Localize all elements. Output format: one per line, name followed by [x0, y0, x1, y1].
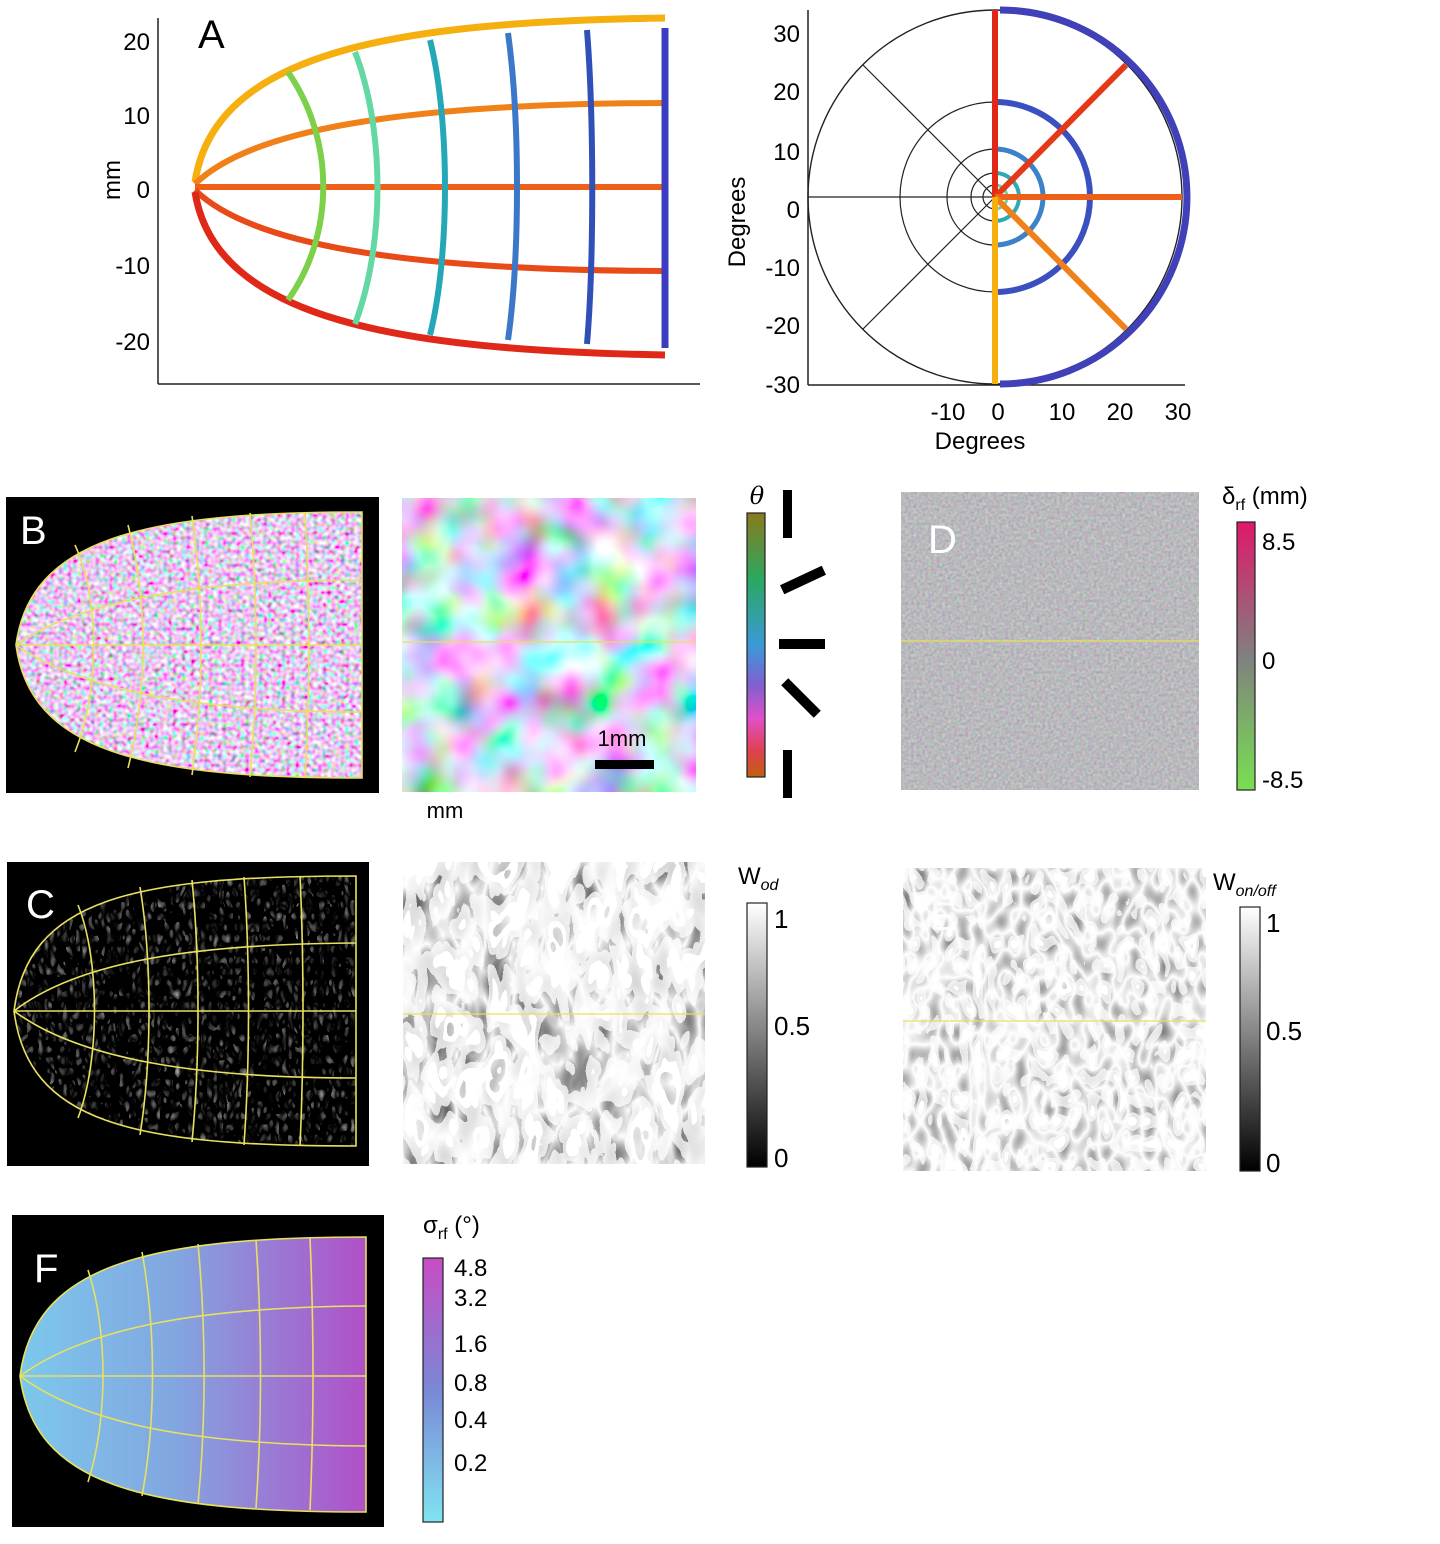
colorbar-tick-label: 1 — [1266, 908, 1280, 938]
orientation-bar-diagonal-icon — [781, 678, 821, 718]
colorbar — [746, 902, 768, 1168]
colorbar-tick-label: 0 — [1266, 1148, 1280, 1178]
meridian-line — [862, 64, 996, 198]
colorbar-tick-label: 3.2 — [454, 1285, 487, 1312]
colorbar-tick-label: -8.5 — [1262, 767, 1303, 794]
meridian-line — [862, 196, 996, 330]
colorbar-title: Wod — [738, 863, 780, 894]
x-tick-label: 30 — [1165, 399, 1192, 426]
colorbar-tick-label: 1 — [774, 904, 788, 934]
y-tick-label: 20 — [123, 29, 150, 56]
panel-letter-f: F — [34, 1247, 58, 1291]
axis-unit-label: mm — [427, 798, 464, 823]
scale-bar-label: 1mm — [598, 726, 647, 751]
orientation-bar-vertical-icon — [783, 490, 792, 538]
colorbar-tick-label: 4.8 — [454, 1255, 487, 1282]
panel-letter-e: E — [930, 895, 957, 939]
orientation-bar-horizontal-icon — [779, 639, 825, 649]
colorbar — [1239, 906, 1261, 1172]
iso-eccentricity-line — [427, 39, 448, 336]
colorbar-tick-label: 0.2 — [454, 1450, 487, 1477]
y-tick-label: -10 — [765, 255, 800, 282]
y-tick-label: 0 — [137, 177, 150, 204]
iso-angle-line — [191, 191, 666, 359]
colorbar-tick-label: 0 — [774, 1143, 788, 1173]
colorbar-tick-label: 0.5 — [1266, 1016, 1302, 1046]
x-tick-label: 20 — [1107, 399, 1134, 426]
orientation-map-zoom — [402, 498, 696, 792]
panel-b: B 1mm mm θ — [6, 482, 826, 823]
y-axis-label: mm — [99, 160, 126, 200]
x-tick-label: 10 — [1049, 399, 1076, 426]
x-tick-label: 0 — [991, 399, 1004, 426]
colorbar-tick-label: 8.5 — [1262, 529, 1295, 556]
y-tick-label: 20 — [773, 79, 800, 106]
iso-eccentricity-line — [584, 29, 596, 345]
y-tick-label: 10 — [123, 103, 150, 130]
y-tick-label: -20 — [765, 313, 800, 340]
retinotopic-grid — [19, 1236, 367, 1513]
retinotopic-grid — [13, 875, 357, 1147]
ocular-dominance-map-zoom — [403, 862, 705, 1164]
iso-eccentricity-line — [285, 70, 327, 302]
colorbar-title: δrf (mm) — [1222, 483, 1308, 514]
y-tick-label: -20 — [115, 329, 150, 356]
orientation-bar-vertical-icon — [783, 750, 792, 798]
colorbar-tick-label: 1.6 — [454, 1331, 487, 1358]
panel-letter-d: D — [928, 518, 957, 562]
y-tick-label: 0 — [787, 197, 800, 224]
orientation-bar-diagonal-icon — [780, 565, 826, 595]
colorbar — [422, 1257, 444, 1523]
x-axis-label: Degrees — [935, 428, 1026, 455]
colorbar-tick-label: 0.4 — [454, 1407, 487, 1434]
colorbar-tick-label: 0.8 — [454, 1370, 487, 1397]
panel-letter-a: A — [198, 13, 225, 57]
colorbar-title: σrf (°) — [423, 1212, 480, 1243]
panel-letter-c: C — [26, 883, 55, 927]
panel-a-left: A 20 10 0 -10 -20 mm — [99, 13, 700, 385]
retinotopic-grid — [15, 511, 363, 779]
colorbar — [746, 512, 766, 778]
y-tick-label: 30 — [773, 21, 800, 48]
y-tick-label: -10 — [115, 253, 150, 280]
colorbar — [1236, 521, 1256, 791]
iso-angle-line — [192, 100, 663, 187]
polar-angle-ray — [992, 194, 1129, 332]
iso-eccentricity-line — [505, 32, 520, 341]
y-tick-label: -30 — [765, 372, 800, 399]
colorbar-tick-label: 0 — [1262, 648, 1275, 675]
colorbar-title: Won/off — [1213, 869, 1277, 900]
scale-bar — [595, 760, 654, 769]
colorbar-title: θ — [750, 482, 765, 510]
panel-a-right: 30 20 10 0 -10 -20 -30 -10 0 10 20 30 De… — [724, 6, 1192, 455]
panel-letter-b: B — [20, 509, 47, 553]
panel-e: E Won/off 1 0.5 0 — [903, 868, 1302, 1178]
panel-f: F σrf (°) 4.8 3.2 1.6 0.8 0.4 0.2 — [12, 1212, 487, 1527]
on-off-map — [903, 868, 1206, 1171]
eccentricity-arc — [999, 6, 1191, 388]
panel-c: C Wod 1 0.5 0 — [7, 862, 810, 1173]
y-tick-label: 10 — [773, 139, 800, 166]
panel-d: D δrf (mm) 8.5 0 -8.5 — [901, 483, 1308, 794]
colorbar-tick-label: 0.5 — [774, 1011, 810, 1041]
iso-angle-line — [192, 187, 663, 274]
polar-angle-ray — [992, 62, 1129, 200]
iso-angle-line — [191, 14, 666, 183]
y-axis-label: Degrees — [724, 177, 751, 268]
x-tick-label: -10 — [931, 399, 966, 426]
iso-eccentricity-line — [352, 50, 381, 326]
